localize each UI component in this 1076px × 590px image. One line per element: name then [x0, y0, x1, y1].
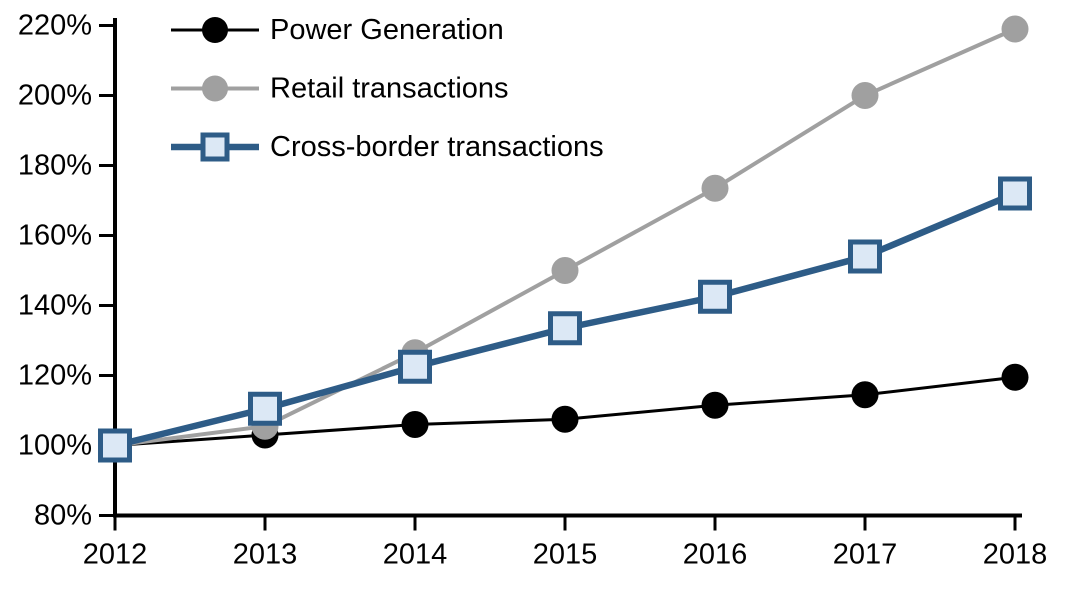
- data-point-power-generation: [551, 405, 579, 433]
- data-point-power-generation: [401, 411, 429, 438]
- data-point-cross-border-transactions: [98, 428, 132, 463]
- data-point-power-generation: [1001, 363, 1029, 391]
- data-point-cross-border-transactions: [998, 176, 1032, 211]
- data-point-power-generation: [851, 381, 879, 409]
- legend-marker-power-generation: [202, 17, 228, 43]
- y-axis-tick-label: 140%: [18, 290, 92, 322]
- x-axis-tick-label: 2016: [683, 539, 748, 571]
- data-point-cross-border-transactions: [548, 311, 582, 346]
- y-axis-tick-label: 120%: [18, 360, 92, 392]
- x-axis-tick-label: 2018: [983, 539, 1048, 571]
- legend-marker-retail-transactions: [202, 75, 228, 102]
- y-axis-tick-label: 80%: [34, 500, 92, 532]
- data-point-cross-border-transactions: [398, 349, 432, 384]
- legend-label-cross-border-transactions: Cross-border transactions: [270, 131, 604, 163]
- y-axis-tick-label: 160%: [18, 220, 92, 252]
- x-axis-tick-label: 2012: [83, 539, 148, 571]
- data-point-retail-transactions: [551, 257, 579, 284]
- y-axis-tick-label: 100%: [18, 430, 92, 462]
- data-point-power-generation: [701, 391, 729, 419]
- data-point-cross-border-transactions: [848, 239, 882, 274]
- x-axis-tick-label: 2017: [833, 539, 898, 571]
- data-point-retail-transactions: [851, 82, 879, 109]
- legend-marker-cross-border-transactions: [200, 132, 230, 162]
- data-point-cross-border-transactions: [248, 391, 282, 426]
- series-line-retail-transactions: [114, 27, 1016, 448]
- data-point-retail-transactions: [701, 174, 729, 202]
- y-axis-tick-label: 200%: [18, 80, 92, 112]
- legend-label-power-generation: Power Generation: [270, 14, 504, 46]
- x-axis-tick-label: 2014: [383, 539, 448, 571]
- x-axis-tick-label: 2013: [233, 539, 298, 571]
- x-axis-tick-label: 2015: [533, 539, 598, 571]
- data-point-retail-transactions: [1001, 15, 1029, 43]
- y-axis-tick-label: 180%: [18, 150, 92, 182]
- data-point-cross-border-transactions: [698, 279, 732, 314]
- y-axis-tick-label: 220%: [18, 10, 92, 42]
- legend-label-retail-transactions: Retail transactions: [270, 73, 509, 105]
